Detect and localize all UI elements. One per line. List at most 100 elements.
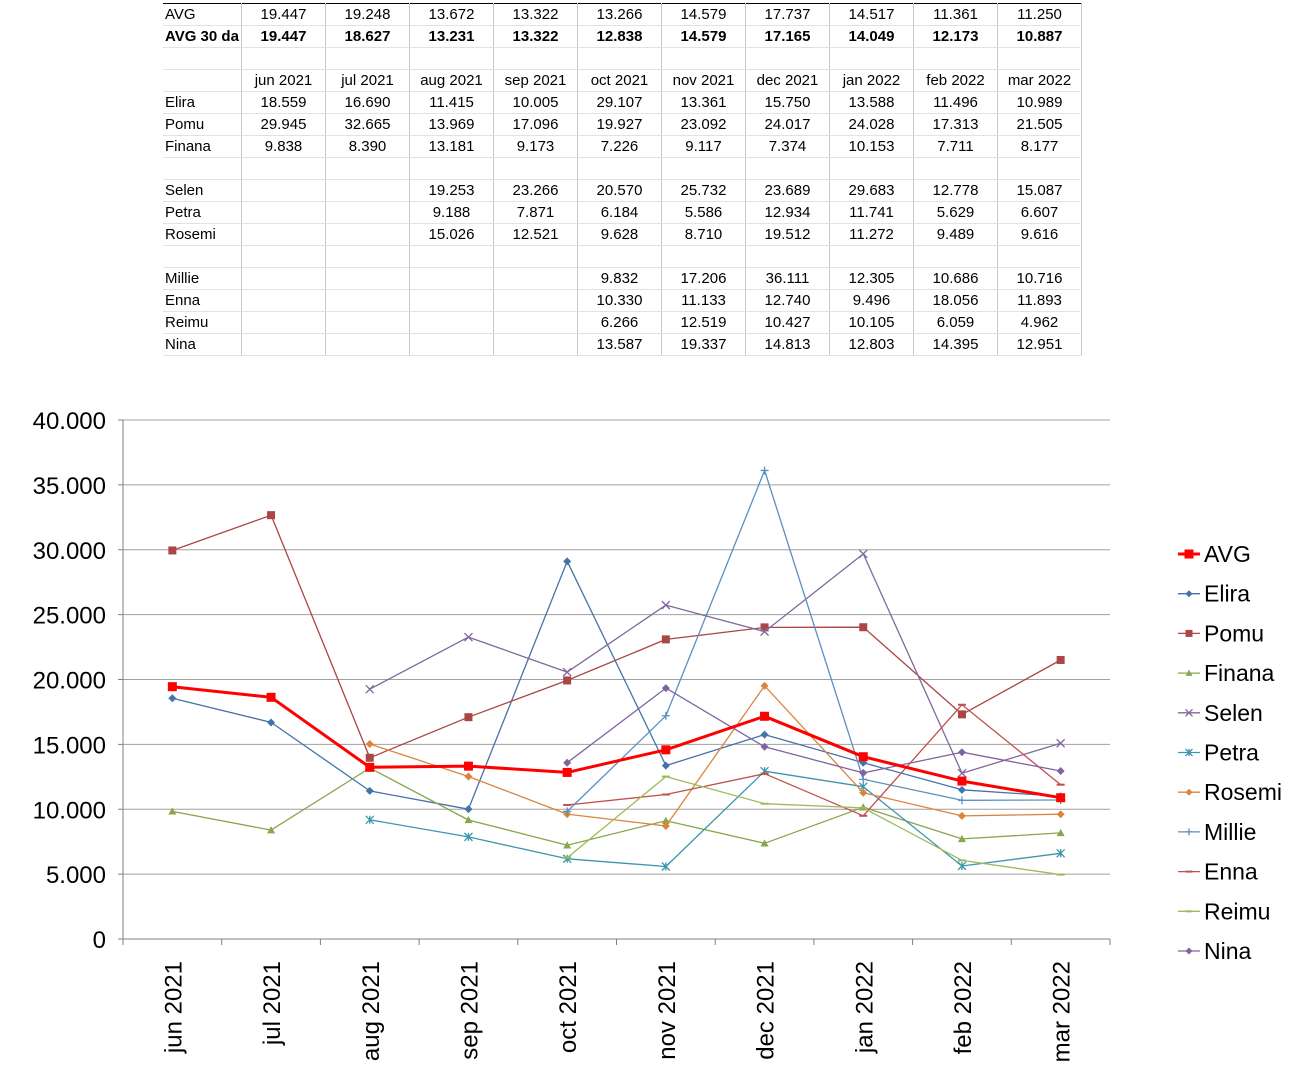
- table-cell: 19.253: [409, 179, 494, 202]
- data-point: [760, 711, 770, 721]
- table-cell: 12.951: [997, 333, 1082, 356]
- table-cell: 10.005: [493, 91, 578, 114]
- table-cell: 12.521: [493, 223, 578, 246]
- row-label: Finana: [163, 135, 242, 158]
- table-row: Finana 9.838 8.390 13.181 9.173 7.226 9.117 7.3…: [163, 135, 1082, 158]
- data-point: [365, 762, 375, 772]
- data-point: [464, 713, 473, 722]
- table-cell: 14.395: [913, 333, 998, 356]
- table-cell: [409, 333, 494, 356]
- table-cell: 19.447: [241, 25, 326, 48]
- table-cell: 12.305: [829, 267, 914, 290]
- table-cell: jul 2021: [325, 69, 410, 92]
- x-tick-label: aug 2021: [358, 961, 385, 1061]
- table-row: Pomu 29.945 32.665 13.969 17.096 19.927 23.092…: [163, 113, 1082, 136]
- table-cell: 9.117: [661, 135, 746, 158]
- table-cell: [493, 47, 578, 70]
- data-point: [168, 546, 177, 555]
- legend-label: Petra: [1204, 740, 1259, 766]
- data-point: [168, 807, 177, 815]
- row-label: Reimu: [163, 311, 242, 334]
- data-point: [957, 785, 966, 794]
- table-cell: [577, 47, 662, 70]
- legend-label: AVG: [1204, 541, 1251, 567]
- table-cell: 15.026: [409, 223, 494, 246]
- data-point: [365, 740, 374, 749]
- table-cell: 9.188: [409, 201, 494, 224]
- data-point: [1056, 738, 1066, 748]
- table-row: AVG 30 da 19.447 18.627 13.231 13.322 12.838 1…: [163, 25, 1082, 48]
- data-point: [661, 745, 671, 755]
- table-cell: [241, 223, 326, 246]
- table-cell: 6.607: [997, 201, 1082, 224]
- row-label: AVG 30 da: [163, 25, 242, 48]
- data-point: [1185, 748, 1193, 757]
- table-row: AVG 19.447 19.248 13.672 13.322 13.266 14.579 1…: [163, 3, 1082, 26]
- table-cell: [241, 333, 326, 356]
- table-cell: [241, 267, 326, 290]
- table-cell: 13.181: [409, 135, 494, 158]
- legend-item-reimu: Reimu: [1178, 898, 1270, 924]
- data-point: [267, 511, 276, 520]
- row-label: [163, 245, 242, 268]
- table-cell: 10.153: [829, 135, 914, 158]
- data-point: [1056, 766, 1065, 775]
- table-cell: [913, 47, 998, 70]
- table-cell: 19.512: [745, 223, 830, 246]
- data-point: [365, 786, 374, 795]
- table-cell: 14.517: [829, 3, 914, 26]
- legend-item-pomu: Pomu: [1178, 620, 1264, 646]
- table-cell: 13.322: [493, 3, 578, 26]
- data-point: [1185, 788, 1193, 796]
- x-tick-label: sep 2021: [456, 961, 483, 1060]
- y-tick-label: 15.000: [33, 732, 106, 759]
- row-label: [163, 47, 242, 70]
- table-row: Rosemi 15.026 12.521 9.628 8.710 19.512 11.272…: [163, 223, 1082, 246]
- table-cell: 9.838: [241, 135, 326, 158]
- table-cell: 9.628: [577, 223, 662, 246]
- table-cell: 9.489: [913, 223, 998, 246]
- table-cell: 14.049: [829, 25, 914, 48]
- data-point: [168, 694, 177, 703]
- table-row: Millie 9.832 17.206 36.111 12.305 10.686 10.71…: [163, 267, 1082, 290]
- table-cell: 4.962: [997, 311, 1082, 334]
- data-point: [1185, 669, 1193, 676]
- series-line: [172, 685, 1061, 800]
- data-point: [1056, 828, 1065, 837]
- data-point: [267, 826, 276, 834]
- table-cell: 9.496: [829, 289, 914, 312]
- table-cell: oct 2021: [577, 69, 662, 92]
- table-cell: 15.087: [997, 179, 1082, 202]
- x-tick-label: jan 2022: [851, 961, 878, 1054]
- data-point: [464, 805, 473, 814]
- table-cell: [409, 157, 494, 180]
- y-tick-label: 35.000: [33, 473, 106, 500]
- table-cell: [325, 245, 410, 268]
- series-nina: [563, 684, 1065, 777]
- legend-label: Millie: [1204, 819, 1256, 845]
- table-cell: [409, 47, 494, 70]
- data-point: [365, 753, 374, 762]
- table-cell: 7.711: [913, 135, 998, 158]
- data-point: [661, 684, 670, 693]
- table-cell: sep 2021: [493, 69, 578, 92]
- table-cell: 16.690: [325, 91, 410, 114]
- table-cell: 18.056: [913, 289, 998, 312]
- table-cell: [325, 223, 410, 246]
- table-cell: 10.887: [997, 25, 1082, 48]
- series-pomu: [168, 511, 1065, 762]
- data-point: [1185, 590, 1193, 598]
- series-line: [369, 685, 1061, 827]
- table-cell: 24.028: [829, 113, 914, 136]
- data-point: [957, 748, 966, 757]
- table-cell: [577, 245, 662, 268]
- data-point: [463, 761, 473, 771]
- legend-label: Reimu: [1204, 898, 1270, 924]
- table-cell: [745, 245, 830, 268]
- data-point: [1056, 655, 1065, 664]
- table-cell: 32.665: [325, 113, 410, 136]
- data-point: [661, 600, 671, 610]
- table-cell: [493, 157, 578, 180]
- table-cell: [241, 157, 326, 180]
- table-cell: 11.361: [913, 3, 998, 26]
